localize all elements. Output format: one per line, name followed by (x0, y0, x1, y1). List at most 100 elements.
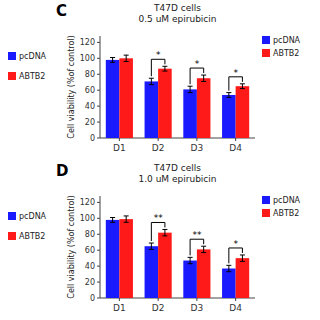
error-cap (240, 261, 245, 262)
x-tick (158, 298, 159, 301)
error-cap (124, 61, 129, 62)
panel: T47D cells0.5 uM epirubicinC020406080100… (8, 2, 301, 153)
x-tick-label: D4 (229, 303, 242, 313)
error-bar (149, 78, 154, 84)
legend-swatch (262, 49, 270, 57)
x-tick-label: D2 (152, 143, 165, 153)
x-tick (196, 138, 197, 141)
y-tick-label: 120 (80, 38, 95, 47)
error-cap (162, 229, 167, 230)
key-swatch (8, 232, 16, 240)
legend-label: pcDNA (273, 36, 301, 45)
error-cap (240, 254, 245, 255)
y-tick-label: 80 (85, 70, 95, 79)
error-cap (149, 84, 154, 85)
bar (236, 86, 250, 138)
bar (222, 269, 236, 298)
error-bar (124, 216, 129, 222)
x-tick (119, 298, 120, 301)
x-tick (235, 298, 236, 301)
error-bar (240, 84, 245, 89)
y-tick-label: 40 (85, 102, 95, 111)
error-line (203, 246, 204, 252)
title: T47D cells (153, 3, 201, 13)
error-cap (201, 246, 206, 247)
subtitle: 0.5 uM epirubicin (138, 14, 216, 24)
bar (158, 69, 172, 138)
error-cap (240, 88, 245, 89)
error-cap (162, 235, 167, 236)
bar (119, 58, 133, 138)
error-bar (226, 265, 231, 271)
error-cap (201, 75, 206, 76)
error-bar (201, 75, 206, 81)
key-swatch (8, 52, 16, 60)
error-line (126, 55, 127, 61)
panel-label: D (56, 162, 68, 180)
legend-swatch (262, 209, 270, 217)
y-tick-label: 20 (85, 278, 95, 287)
x-tick-label: D3 (191, 143, 204, 153)
error-line (228, 265, 229, 271)
y-tick-label: 60 (85, 86, 95, 95)
significance-bracket (229, 77, 243, 91)
bar (236, 258, 250, 298)
error-cap (240, 83, 245, 84)
key-swatch (8, 72, 16, 80)
error-cap (188, 257, 193, 258)
error-line (151, 243, 152, 249)
error-bar (110, 58, 115, 63)
x-tick-label: D1 (113, 143, 126, 153)
x-tick (158, 138, 159, 141)
significance-label: * (156, 50, 161, 60)
error-cap (188, 86, 193, 87)
subtitle: 1.0 uM epirubicin (138, 174, 216, 184)
panel-label: C (56, 2, 67, 20)
error-bar (110, 218, 115, 223)
y-tick-label: 20 (85, 118, 95, 127)
error-line (228, 93, 229, 98)
bar (145, 81, 159, 138)
legend-swatch (262, 196, 270, 204)
chart: T47D cells0.5 uM epirubicinC020406080100… (0, 0, 320, 320)
error-line (164, 66, 165, 71)
bar (222, 95, 236, 138)
y-tick-label: 100 (80, 214, 95, 223)
title: T47D cells (153, 163, 201, 173)
error-bar (162, 66, 167, 71)
error-cap (110, 217, 115, 218)
bar (106, 60, 120, 138)
error-bar (162, 229, 167, 235)
y-tick-label: 80 (85, 230, 95, 239)
y-axis (100, 196, 101, 298)
significance-bracket (151, 59, 165, 76)
legend-label: pcDNA (273, 196, 301, 205)
error-cap (110, 222, 115, 223)
error-cap (110, 57, 115, 58)
error-line (190, 257, 191, 263)
error-bar (149, 243, 154, 249)
error-cap (226, 265, 231, 266)
error-cap (149, 249, 154, 250)
x-tick (119, 138, 120, 141)
error-bar (240, 255, 245, 261)
error-cap (124, 215, 129, 216)
error-cap (188, 263, 193, 264)
error-bar (188, 257, 193, 263)
error-bar (124, 55, 129, 61)
y-axis (100, 36, 101, 138)
error-cap (188, 92, 193, 93)
error-cap (162, 71, 167, 72)
error-bar (188, 86, 193, 92)
plot-area (106, 55, 249, 138)
error-cap (124, 55, 129, 56)
key-label: pcDNA (19, 212, 47, 221)
legend-label: ABTB2 (273, 49, 299, 58)
error-cap (226, 92, 231, 93)
y-tick-label: 60 (85, 246, 95, 255)
significance-bracket (229, 248, 243, 263)
error-line (242, 84, 243, 89)
error-cap (149, 78, 154, 79)
error-cap (226, 97, 231, 98)
x-tick-label: D2 (152, 303, 165, 313)
